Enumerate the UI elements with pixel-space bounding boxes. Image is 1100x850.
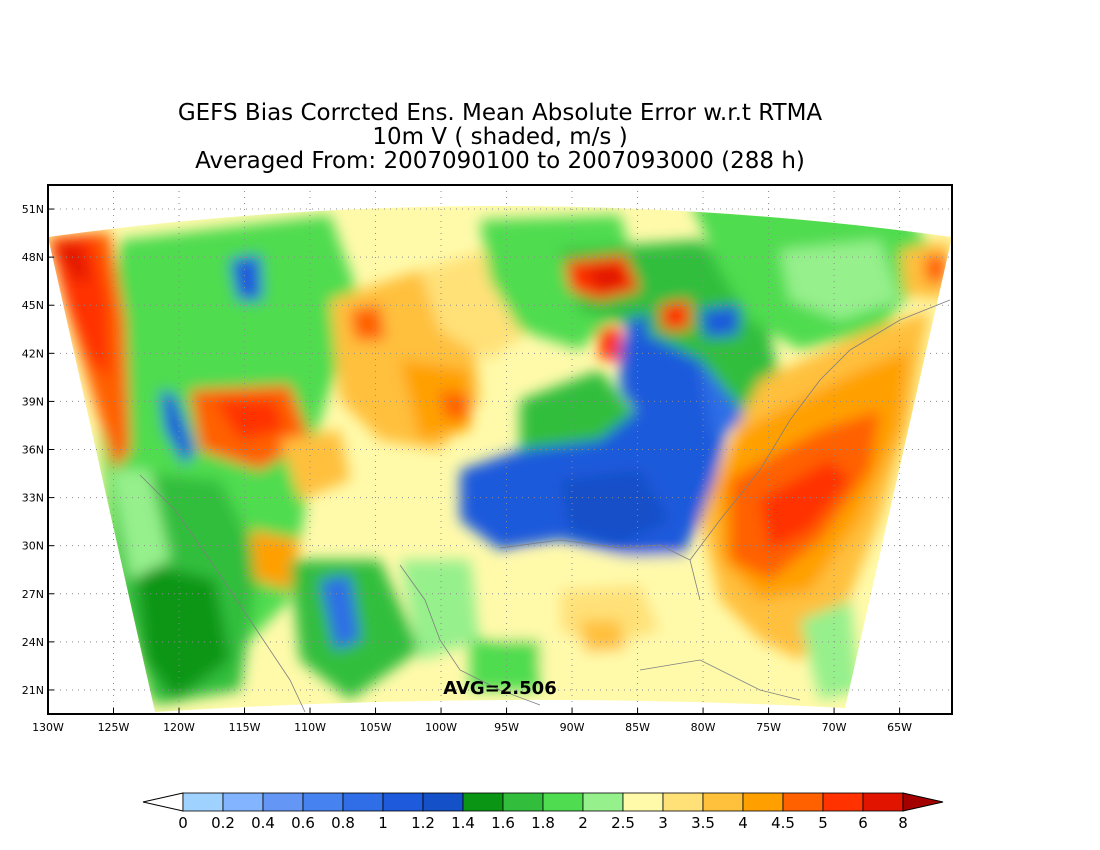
colorbar-level-label: 5 — [818, 814, 828, 832]
lat-tick-label: 30N — [22, 540, 44, 553]
colorbar-level-label: 2.5 — [611, 814, 635, 832]
lon-tick-label: 105W — [360, 721, 392, 734]
colorbar-box — [582, 792, 624, 812]
colorbar-level-label: 3 — [658, 814, 668, 832]
colorbar-box — [422, 792, 464, 812]
lon-tick-label: 70W — [822, 721, 847, 734]
lon-tick-label: 95W — [494, 721, 519, 734]
lon-tick-label: 80W — [691, 721, 716, 734]
axis-ticks: 51N 48N 45N 42N 39N 36N 33N 30N 27N 24N 21N 130W 125… — [22, 203, 912, 734]
colorbar-box — [822, 792, 864, 812]
lon-tick-label: 125W — [98, 721, 130, 734]
colorbar-box — [462, 792, 504, 812]
colorbar-level-label: 1.4 — [451, 814, 475, 832]
colorbar-level-label: 0.6 — [291, 814, 315, 832]
field-blobs — [48, 206, 950, 705]
colorbar-box — [382, 792, 424, 812]
colorbar-box — [622, 792, 664, 812]
colorbar-level-label: 1 — [378, 814, 388, 832]
colorbar-over-arrow — [902, 792, 944, 812]
colorbar-level-label: 0.4 — [251, 814, 275, 832]
lon-tick-label: 85W — [625, 721, 650, 734]
atlantic-coast — [689, 299, 951, 561]
lat-lon-grid — [48, 185, 952, 714]
map-title: GEFS Bias Corrcted Ens. Mean Absolute Er… — [0, 101, 1000, 173]
colorbar-level-label: 1.6 — [491, 814, 515, 832]
lat-tick-label: 36N — [22, 444, 44, 457]
pacific-coast-mexico — [139, 474, 306, 713]
colorbar-level-label: 0.8 — [331, 814, 355, 832]
lat-tick-label: 27N — [22, 588, 44, 601]
colorbar-level-label: 4.5 — [771, 814, 795, 832]
colorbar-level-label: 1.2 — [411, 814, 435, 832]
lat-tick-label: 45N — [22, 299, 44, 312]
lat-tick-label: 51N — [22, 203, 44, 216]
colorbar-box — [662, 792, 704, 812]
title-line-1: GEFS Bias Corrcted Ens. Mean Absolute Er… — [177, 100, 823, 126]
cuba-coast — [639, 659, 801, 701]
shaded-error-field — [48, 206, 952, 712]
gulf-coast-us — [499, 539, 701, 601]
colorbar-box — [542, 792, 584, 812]
colorbar-level-label: 3.5 — [691, 814, 715, 832]
lon-tick-label: 115W — [229, 721, 261, 734]
colorbar-box — [262, 792, 304, 812]
lat-tick-label: 24N — [22, 636, 44, 649]
colorbar-box — [702, 792, 744, 812]
colorbar-box — [782, 792, 824, 812]
colorbar-level-label: 4 — [738, 814, 748, 832]
colorbar: 0 0.2 0.4 0.6 0.8 1 1.2 1.4 1.6 1.8 2 2.5 3 3.5 4 4.5 5 6… — [142, 792, 944, 832]
lon-tick-label: 90W — [560, 721, 585, 734]
colorbar-box — [302, 792, 344, 812]
lat-tick-label: 42N — [22, 347, 44, 360]
lat-tick-label: 33N — [22, 492, 44, 505]
colorbar-box — [502, 792, 544, 812]
lon-tick-label: 75W — [756, 721, 781, 734]
lon-tick-label: 130W — [32, 721, 64, 734]
title-line-3: Averaged From: 2007090100 to 2007093000 … — [195, 148, 805, 174]
lon-tick-label: 65W — [887, 721, 912, 734]
colorbar-box — [862, 792, 904, 812]
colorbar-level-label: 0 — [178, 814, 188, 832]
lon-tick-label: 120W — [163, 721, 195, 734]
colorbar-level-label: 8 — [898, 814, 908, 832]
colorbar-box — [222, 792, 264, 812]
colorbar-level-label: 0.2 — [211, 814, 235, 832]
lat-tick-label: 48N — [22, 251, 44, 264]
colorbar-level-label: 1.8 — [531, 814, 555, 832]
colorbar-box — [742, 792, 784, 812]
colorbar-level-label: 2 — [578, 814, 588, 832]
lon-tick-label: 110W — [294, 721, 326, 734]
average-value-label: AVG=2.506 — [443, 678, 556, 699]
title-line-2: 10m V ( shaded, m/s ) — [372, 124, 628, 150]
lat-tick-label: 39N — [22, 395, 44, 408]
colorbar-level-label: 6 — [858, 814, 868, 832]
colorbar-box — [182, 792, 224, 812]
colorbar-under-arrow — [142, 792, 184, 812]
lat-tick-label: 21N — [22, 684, 44, 697]
lon-tick-label: 100W — [425, 721, 457, 734]
colorbar-box — [342, 792, 384, 812]
